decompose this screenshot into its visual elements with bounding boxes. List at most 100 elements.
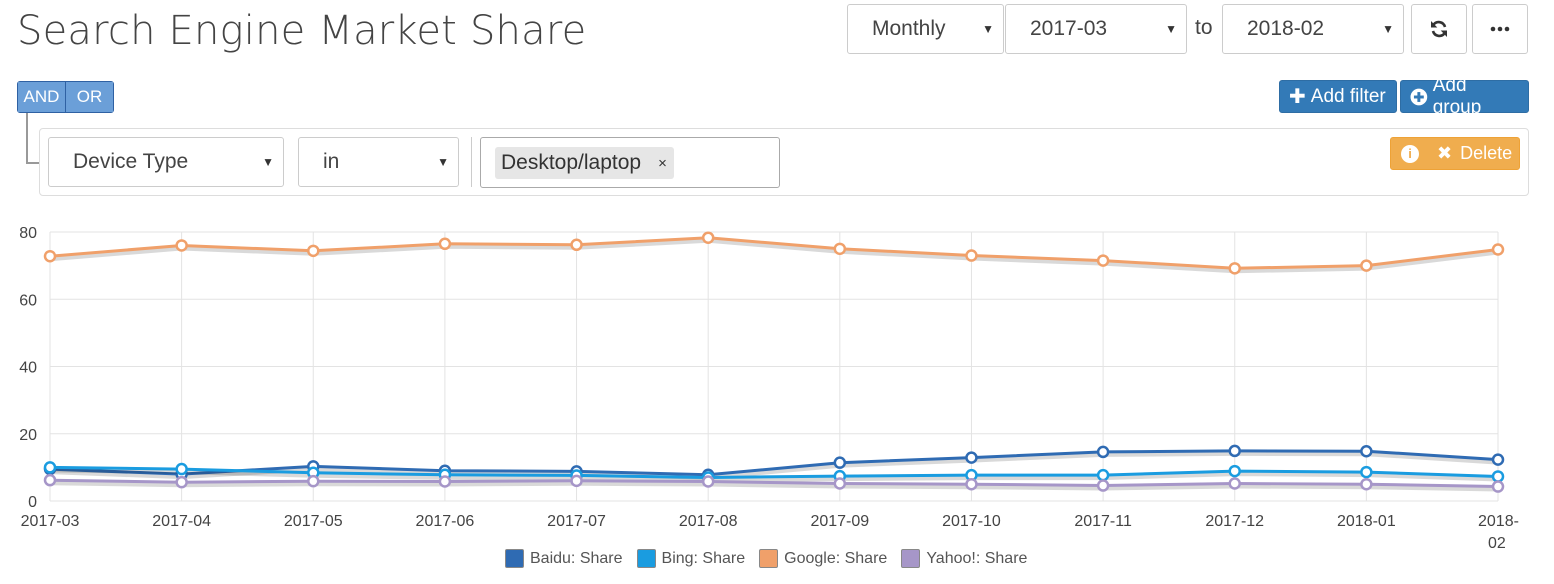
period-select[interactable]: Monthly ▼ <box>847 4 1004 54</box>
add-filter-label: Add filter <box>1310 85 1386 107</box>
value-chip: Desktop/laptop × <box>495 147 674 179</box>
rule-divider <box>471 137 472 187</box>
close-icon: ✖ <box>1437 143 1453 163</box>
delete-rule-button[interactable]: i ✖ Delete <box>1390 137 1520 170</box>
to-label: to <box>1195 16 1213 39</box>
data-point <box>701 475 715 488</box>
data-point <box>1360 477 1373 491</box>
filter-operator-select[interactable]: in ▼ <box>298 137 459 187</box>
legend-swatch <box>759 549 779 568</box>
data-point <box>438 475 452 488</box>
x-tick-label: 2017-06 <box>416 513 475 530</box>
legend-swatch <box>505 549 524 568</box>
to-date-select[interactable]: 2018-02 ▼ <box>1222 4 1404 54</box>
add-group-button[interactable]: Add group <box>1400 75 1529 118</box>
legend-item[interactable]: Baidu: Share <box>505 549 623 568</box>
y-tick-label: 40 <box>19 360 37 377</box>
legend-label: Bing: Share <box>661 549 746 567</box>
x-tick-label: 2017-05 <box>284 513 343 530</box>
series-line <box>49 465 1499 480</box>
data-point <box>1491 480 1505 493</box>
filter-operator-value: in <box>323 150 340 173</box>
x-tick-label: 2017-12 <box>1205 513 1264 530</box>
x-tick-label: 2017-08 <box>679 513 738 530</box>
data-point <box>570 238 583 252</box>
data-point <box>175 475 188 489</box>
data-point <box>1228 262 1241 275</box>
data-point <box>1491 470 1505 483</box>
x-tick-label: 2017-07 <box>547 513 606 530</box>
refresh-button[interactable] <box>1411 4 1467 54</box>
add-group-label: Add group <box>1432 74 1482 118</box>
y-tick-label: 80 <box>19 225 37 242</box>
legend-swatch <box>901 549 921 568</box>
data-point <box>1491 243 1505 256</box>
to-date-value: 2018-02 <box>1247 17 1325 40</box>
value-chip-label: Desktop/laptop <box>501 151 642 174</box>
data-point <box>1228 464 1241 478</box>
add-filter-button[interactable]: ✚ Add filter <box>1279 80 1397 113</box>
data-point <box>570 474 583 488</box>
legend-item[interactable]: Bing: Share <box>636 549 746 568</box>
data-point <box>833 456 847 469</box>
data-point <box>1096 445 1110 459</box>
chart-legend: Baidu: Share Bing: Share Google: Share Yaho… <box>505 549 1027 568</box>
x-tick-label: 2017-09 <box>810 513 869 530</box>
legend-swatch <box>636 549 656 568</box>
data-point <box>1360 259 1373 272</box>
legend-label: Baidu: Share <box>530 549 623 567</box>
caret-down-icon: ▼ <box>1165 22 1177 36</box>
series-line <box>49 236 1499 270</box>
data-point <box>1360 444 1373 458</box>
period-select-value: Monthly <box>872 17 946 40</box>
or-toggle-button[interactable]: OR <box>66 82 113 112</box>
x-tick-label: 2017-03 <box>21 513 80 530</box>
data-point <box>1360 465 1373 479</box>
x-tick-label: 2017-04 <box>152 513 211 530</box>
chip-remove-icon[interactable]: × <box>658 154 667 172</box>
data-point <box>1096 479 1110 492</box>
info-icon: i <box>1401 144 1419 163</box>
plus-icon: ✚ <box>1289 86 1306 108</box>
legend-item[interactable]: Yahoo!: Share <box>901 549 1027 568</box>
data-point <box>43 249 57 263</box>
filter-value-input[interactable]: Desktop/laptop × <box>480 137 780 188</box>
data-point <box>1096 468 1110 482</box>
and-toggle-button[interactable]: AND <box>18 82 66 112</box>
data-point <box>833 477 847 490</box>
series-line <box>49 449 1499 477</box>
caret-down-icon: ▼ <box>1382 22 1394 36</box>
y-tick-label: 0 <box>28 494 37 511</box>
plus-circle-icon <box>1410 88 1428 105</box>
filter-field-select[interactable]: Device Type ▼ <box>48 137 284 187</box>
delete-label: Delete <box>1460 143 1513 163</box>
data-point <box>965 249 978 262</box>
data-point <box>43 461 57 474</box>
filter-rule-container <box>39 128 1529 196</box>
data-point <box>833 242 847 256</box>
data-point <box>438 237 452 251</box>
data-point <box>1491 453 1505 466</box>
caret-down-icon: ▼ <box>982 22 994 36</box>
x-tick-label: 2018-02 <box>1478 513 1519 550</box>
more-options-button[interactable] <box>1472 4 1528 54</box>
caret-down-icon: ▼ <box>262 155 274 169</box>
data-point <box>701 231 715 244</box>
data-point <box>1228 444 1241 458</box>
data-point <box>43 473 57 487</box>
from-date-select[interactable]: 2017-03 ▼ <box>1005 4 1187 54</box>
from-date-value: 2017-03 <box>1030 17 1108 40</box>
filter-field-value: Device Type <box>73 150 189 173</box>
data-point <box>965 451 978 464</box>
series-shadow <box>49 238 1499 274</box>
data-point <box>965 477 978 491</box>
legend-label: Google: Share <box>784 549 888 567</box>
data-point <box>1096 254 1110 267</box>
refresh-icon <box>1431 20 1447 38</box>
y-tick-label: 20 <box>19 427 37 444</box>
market-share-chart: 0 20 40 60 80 2017-03 2017-04 2017-05 2017-06 201… <box>19 225 1519 550</box>
series-shadow <box>49 481 1499 492</box>
x-tick-label: 2017-10 <box>942 513 1001 530</box>
legend-item[interactable]: Google: Share <box>759 549 887 568</box>
legend-label: Yahoo!: Share <box>926 549 1028 567</box>
